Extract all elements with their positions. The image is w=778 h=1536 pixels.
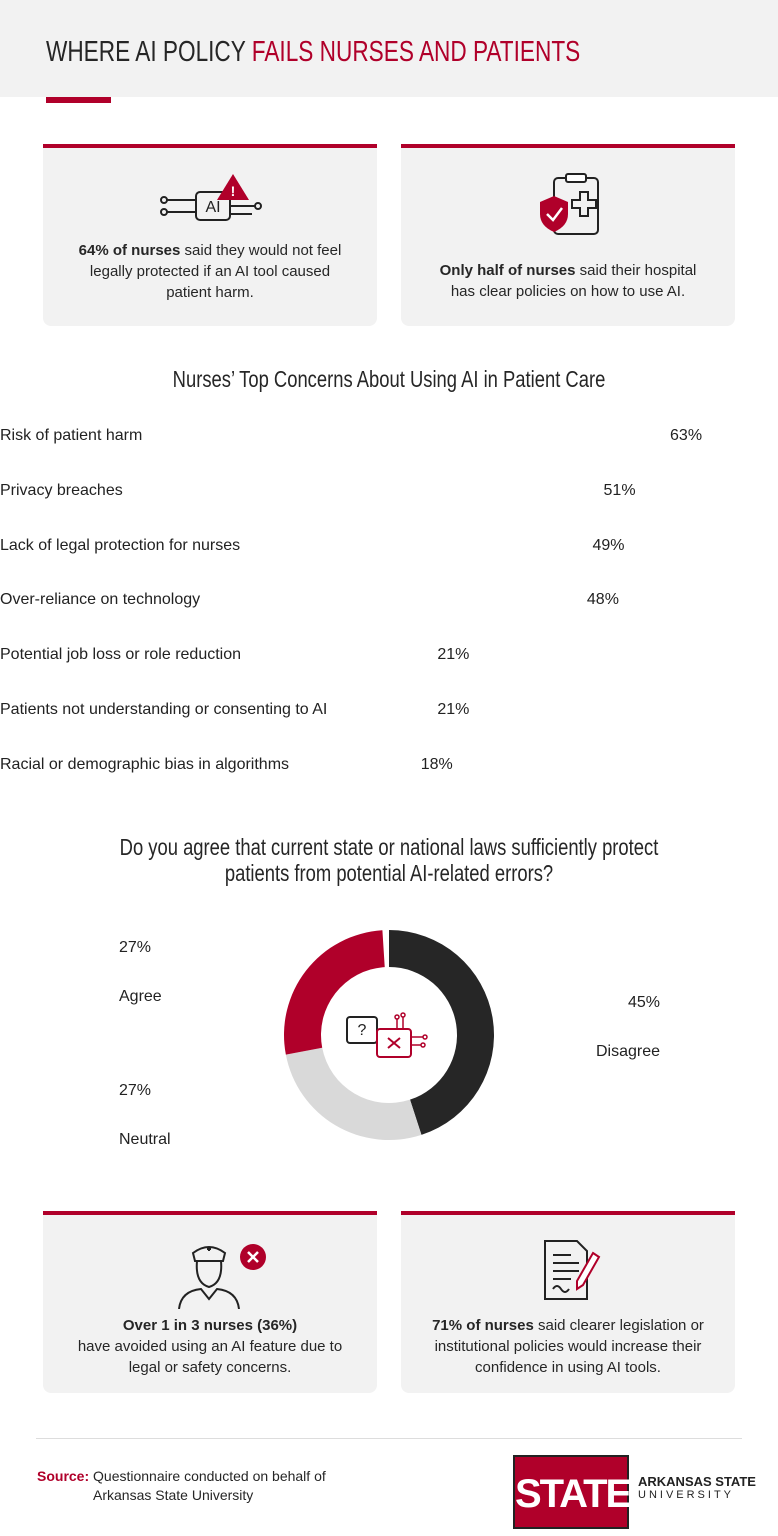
donut-segment (389, 930, 494, 1135)
stat-card: Over 1 in 3 nurses (36%) have avoided usi… (43, 1211, 377, 1393)
category-label: Racial or demographic bias in algorithms (0, 755, 290, 773)
title-highlight: FAILS NURSES AND PATIENTS (251, 36, 581, 68)
value-label: 18% (420, 755, 453, 773)
value-label: 48% (586, 591, 619, 609)
value-label: 49% (592, 536, 625, 554)
card-body: have avoided using an AI feature due to … (77, 1338, 343, 1376)
card-text: 64% of nurses said they would not feel l… (73, 240, 347, 303)
value-label: 21% (437, 701, 470, 718)
category-label: Agree (119, 988, 162, 1005)
title-text: WHERE AI POLICY (46, 36, 246, 68)
category-label: Over-reliance on technology (0, 591, 201, 609)
card-bold: Over 1 in 3 nurses (36%) (122, 1317, 298, 1334)
card-body: said they would not feel legally protect… (89, 242, 342, 301)
value-label: 27% (119, 1082, 152, 1099)
logo-sub: UNIVERSITY (638, 1489, 735, 1501)
category-label: Neutral (119, 1131, 171, 1148)
page-title: WHERE AI POLICY FAILS NURSES AND PATIENT… (46, 36, 580, 69)
ai-icon: AI ! (160, 174, 262, 221)
svg-text:?: ? (358, 1022, 367, 1039)
source: Source: Questionnaire conducted on behal… (37, 1467, 326, 1505)
document-icon (544, 1240, 601, 1300)
card-bold: 64% of nurses (78, 242, 181, 259)
value-label: 45% (627, 994, 660, 1011)
category-label: Patients not understanding or consenting… (0, 701, 328, 718)
stat-card: Only half of nurses said their hospital … (401, 144, 735, 326)
chart-title: Do you agree that current state or natio… (119, 834, 659, 886)
divider (36, 1438, 742, 1439)
card-bold: 71% of nurses (432, 1317, 534, 1334)
source-label: Source: (37, 1468, 90, 1484)
card-body: said their hospital has clear policies o… (450, 262, 697, 300)
nurse-icon (178, 1244, 266, 1309)
card-text: Only half of nurses said their hospital … (431, 260, 705, 302)
donut-icon: ? (346, 1012, 428, 1058)
chart-title: Nurses’ Top Concerns About Using AI in P… (172, 366, 606, 392)
policy-icon (540, 173, 599, 235)
value-label: 63% (670, 427, 703, 444)
donut-segment (284, 930, 385, 1055)
donut-chart: ? (284, 930, 494, 1140)
card-bold: Only half of nurses (439, 262, 576, 279)
svg-text:!: ! (231, 183, 236, 199)
value-label: 51% (603, 481, 636, 499)
svg-text:AI: AI (205, 199, 220, 216)
category-label: Privacy breaches (0, 481, 123, 499)
donut-segment (285, 1047, 422, 1140)
logo-name: ARKANSAS STATE (638, 1474, 756, 1489)
category-label: Lack of legal protection for nurses (0, 536, 241, 554)
card-text: Over 1 in 3 nurses (36%) have avoided usi… (73, 1315, 347, 1378)
source-text: Questionnaire conducted on behalf of Ark… (93, 1468, 326, 1503)
value-label: 21% (437, 646, 470, 664)
logo-mark: STATE (513, 1455, 632, 1529)
stat-card: AI ! 64% of nurses said they would not f… (43, 144, 377, 326)
card-text: 71% of nurses said clearer legislation o… (431, 1315, 705, 1378)
value-label: 27% (119, 939, 152, 956)
category-label: Potential job loss or role reduction (0, 646, 242, 664)
accent-bar (46, 97, 111, 103)
stat-card: 71% of nurses said clearer legislation o… (401, 1211, 735, 1393)
category-label: Risk of patient harm (0, 427, 143, 444)
header (0, 0, 778, 97)
category-label: Disagree (595, 1043, 660, 1060)
card-body: said clearer legislation or institutiona… (434, 1317, 704, 1376)
